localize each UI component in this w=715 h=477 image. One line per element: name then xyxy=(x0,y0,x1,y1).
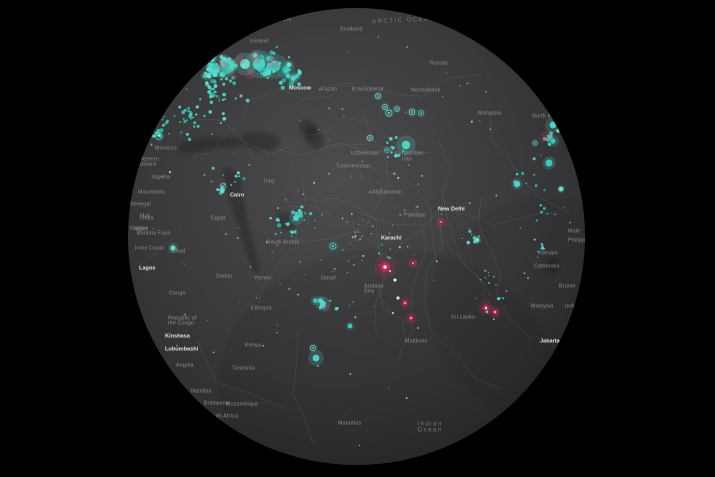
svg-text:Russia: Russia xyxy=(430,61,447,67)
svg-text:Ivory Coast: Ivory Coast xyxy=(135,246,164,252)
svg-text:Saudi Arabia: Saudi Arabia xyxy=(267,240,299,246)
svg-text:Malaysia: Malaysia xyxy=(531,304,554,310)
svg-text:Angola: Angola xyxy=(176,363,194,369)
svg-text:Pakistan: Pakistan xyxy=(404,213,426,219)
svg-text:Philippines: Philippines xyxy=(568,238,585,244)
svg-text:Mauritius: Mauritius xyxy=(338,421,361,427)
svg-text:Cambodia: Cambodia xyxy=(534,264,560,270)
svg-text:Novosibirsk: Novosibirsk xyxy=(411,88,441,94)
svg-text:Ethiopia: Ethiopia xyxy=(251,306,272,312)
svg-text:Mauritania: Mauritania xyxy=(138,190,165,196)
svg-text:Chad: Chad xyxy=(172,249,185,255)
svg-text:Jakarta: Jakarta xyxy=(540,339,560,345)
svg-text:Niger: Niger xyxy=(134,227,148,233)
svg-text:ARCTIC OCEAN: ARCTIC OCEAN xyxy=(372,17,436,25)
svg-text:Tanzania: Tanzania xyxy=(232,366,255,372)
svg-text:Mongolia: Mongolia xyxy=(478,111,501,117)
svg-text:Mozambique: Mozambique xyxy=(226,402,258,408)
svg-text:Karachi: Karachi xyxy=(381,236,402,242)
svg-text:Libya: Libya xyxy=(140,216,154,222)
svg-text:Afghanistan: Afghanistan xyxy=(372,190,402,196)
svg-text:Maldives: Maldives xyxy=(405,339,428,345)
svg-text:Senegal: Senegal xyxy=(130,202,151,208)
svg-text:Oman: Oman xyxy=(321,276,336,282)
svg-text:North Korea: North Korea xyxy=(532,114,563,120)
svg-text:Brunei: Brunei xyxy=(559,284,576,290)
svg-text:Svalbard: Svalbard xyxy=(340,27,363,33)
svg-text:Perth: Perth xyxy=(518,399,532,405)
svg-text:Sri Lanka: Sri Lanka xyxy=(451,315,475,321)
svg-text:South Africa: South Africa xyxy=(207,414,238,420)
svg-text:Cairo: Cairo xyxy=(230,193,245,199)
svg-text:Iran: Iran xyxy=(402,157,412,163)
svg-text:Lubumbashi: Lubumbashi xyxy=(165,347,199,353)
svg-text:Yemen: Yemen xyxy=(254,276,271,282)
svg-text:Lagos: Lagos xyxy=(139,266,155,272)
svg-text:Morocco: Morocco xyxy=(155,146,177,152)
svg-text:Uzbekistan: Uzbekistan xyxy=(351,151,379,157)
svg-text:New Delhi: New Delhi xyxy=(438,207,465,213)
svg-text:Moscow: Moscow xyxy=(289,86,312,92)
svg-text:Kenya: Kenya xyxy=(245,343,261,349)
svg-text:Indonesia: Indonesia xyxy=(565,304,585,310)
svg-text:Krasnoyarsk: Krasnoyarsk xyxy=(352,87,384,93)
svg-text:Vietnam: Vietnam xyxy=(537,251,558,257)
svg-text:Algeria: Algeria xyxy=(152,175,170,181)
svg-text:Namibia: Namibia xyxy=(191,389,212,395)
svg-text:Turkmenistan: Turkmenistan xyxy=(336,164,370,170)
svg-text:Kinshasa: Kinshasa xyxy=(165,334,191,340)
svg-text:Kazan: Kazan xyxy=(321,87,337,93)
svg-text:Congo: Congo xyxy=(169,291,186,297)
svg-text:Sudan: Sudan xyxy=(216,274,232,280)
svg-text:Iceland: Iceland xyxy=(250,39,268,45)
svg-text:Egypt: Egypt xyxy=(211,216,226,222)
svg-text:Greenland: Greenland xyxy=(265,17,292,23)
svg-text:Malé: Malé xyxy=(568,229,580,235)
svg-text:Iraq: Iraq xyxy=(264,179,274,185)
